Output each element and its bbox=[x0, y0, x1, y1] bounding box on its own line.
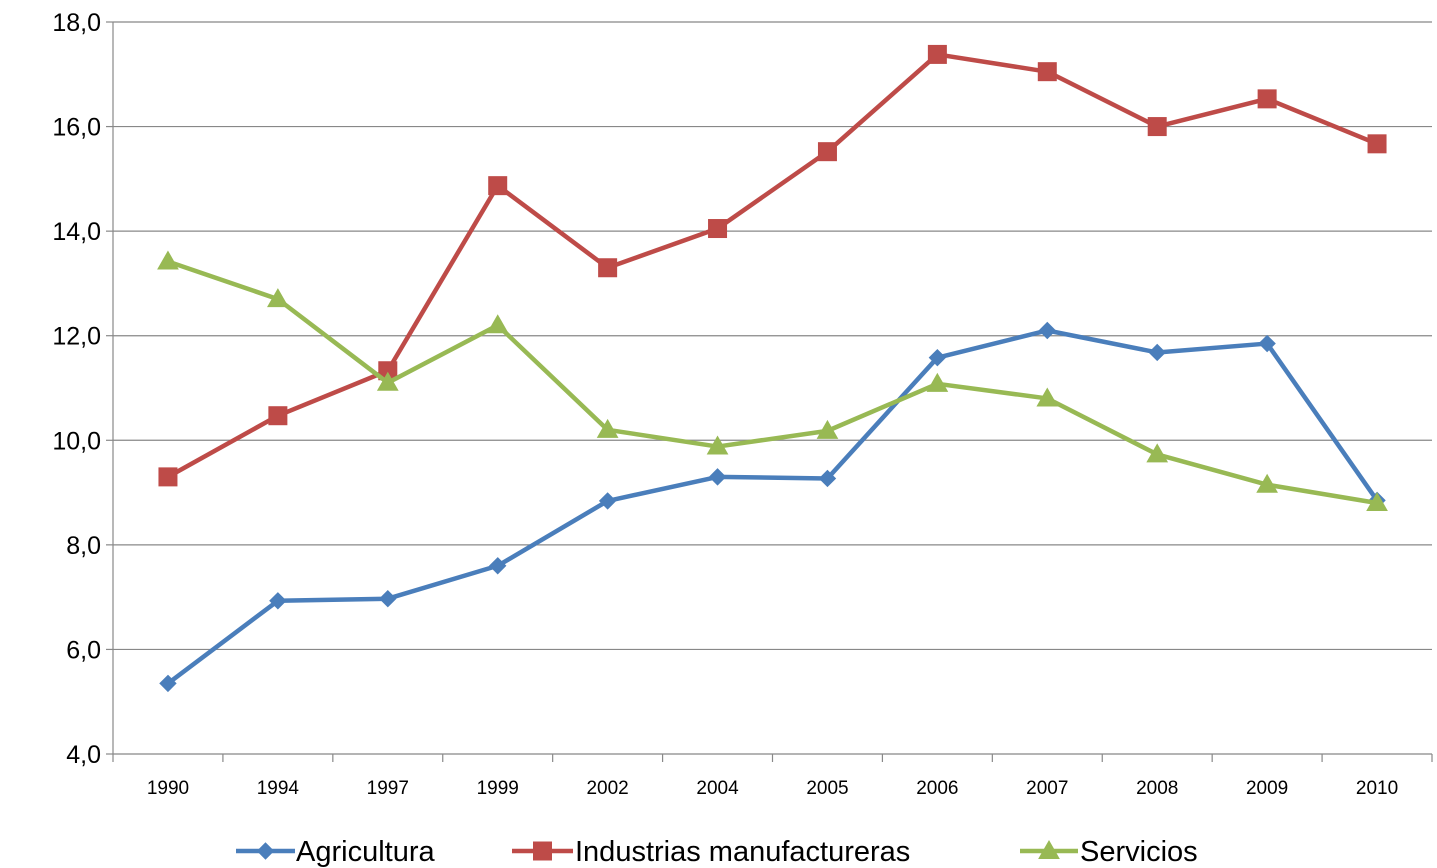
data-point-marker bbox=[708, 219, 728, 239]
data-point-marker bbox=[1148, 343, 1166, 362]
legend-item: Agricultura bbox=[236, 836, 435, 868]
data-point-marker bbox=[376, 371, 399, 391]
y-tick-label: 16,0 bbox=[52, 114, 101, 142]
data-point-marker bbox=[1256, 473, 1278, 493]
y-axis-tick-labels: 4,0 6,0 8,0 10,0 12,0 14,0 16,0 18,0 bbox=[52, 9, 101, 769]
data-point-marker bbox=[1367, 134, 1387, 154]
data-point-marker bbox=[269, 592, 287, 610]
data-point-marker bbox=[1036, 387, 1059, 407]
x-tick-label: 2009 bbox=[1246, 778, 1288, 799]
legend-item: Industrias manufactureras bbox=[512, 836, 910, 868]
data-point-marker bbox=[1038, 321, 1056, 340]
y-tick-label: 8,0 bbox=[66, 532, 101, 560]
x-tick-label: 2002 bbox=[586, 778, 628, 799]
legend-marker bbox=[533, 841, 552, 861]
data-point-marker bbox=[816, 419, 839, 439]
series-line bbox=[166, 328, 1379, 686]
data-point-marker bbox=[598, 258, 618, 278]
data-point-marker bbox=[1037, 62, 1057, 82]
y-tick-label: 18,0 bbox=[52, 9, 101, 37]
series-line bbox=[166, 52, 1378, 479]
y-tick-label: 10,0 bbox=[52, 427, 101, 455]
x-tick-label: 1994 bbox=[257, 778, 300, 799]
data-point-marker bbox=[1258, 334, 1276, 353]
x-tick-label: 2006 bbox=[916, 778, 958, 799]
axes bbox=[106, 21, 1433, 762]
data-point-marker bbox=[928, 348, 947, 367]
legend-marker bbox=[1038, 839, 1060, 859]
data-point-marker bbox=[1147, 117, 1167, 137]
data-point-marker bbox=[708, 468, 727, 486]
data-point-marker bbox=[1366, 492, 1388, 512]
x-tick-label: 2010 bbox=[1356, 778, 1398, 799]
y-tick-label: 12,0 bbox=[52, 323, 101, 351]
data-point-marker bbox=[158, 467, 178, 487]
data-point-marker bbox=[818, 469, 837, 488]
data-point-marker bbox=[268, 406, 288, 426]
x-axis-tick-labels: 1990 1994 1997 1999 2002 2004 2005 2006 2007 2008… bbox=[147, 778, 1398, 799]
data-point-marker bbox=[159, 674, 177, 693]
legend-label: Servicios bbox=[1080, 836, 1198, 868]
series-group bbox=[157, 44, 1388, 693]
data-point-marker bbox=[1146, 443, 1169, 463]
legend-marker bbox=[256, 842, 275, 860]
data-point-marker bbox=[488, 176, 508, 196]
x-tick-label: 2008 bbox=[1136, 778, 1178, 799]
data-point-marker bbox=[1257, 89, 1277, 109]
series-2 bbox=[157, 250, 1388, 512]
x-tick-label: 1997 bbox=[367, 778, 409, 799]
legend-label: Agricultura bbox=[296, 836, 435, 868]
data-point-marker bbox=[379, 590, 397, 608]
series-0 bbox=[159, 321, 1386, 693]
legend-label: Industrias manufactureras bbox=[575, 836, 910, 868]
data-point-marker bbox=[486, 314, 509, 334]
legend-item: Servicios bbox=[1020, 836, 1198, 868]
x-tick-label: 1990 bbox=[147, 778, 189, 799]
x-tick-label: 2004 bbox=[696, 778, 739, 799]
data-point-marker bbox=[157, 250, 179, 270]
y-tick-label: 6,0 bbox=[66, 636, 101, 664]
data-point-marker bbox=[598, 492, 617, 510]
x-tick-label: 2007 bbox=[1026, 778, 1068, 799]
data-point-marker bbox=[596, 418, 619, 438]
gridlines bbox=[113, 21, 1432, 651]
data-point-marker bbox=[267, 288, 289, 308]
data-point-marker bbox=[817, 142, 837, 162]
y-tick-label: 4,0 bbox=[66, 741, 101, 769]
x-tick-label: 1999 bbox=[477, 778, 519, 799]
y-tick-label: 14,0 bbox=[52, 218, 101, 246]
data-point-marker bbox=[706, 435, 729, 455]
legend: Agricultura Industrias manufactureras Serv… bbox=[236, 836, 1198, 868]
data-point-marker bbox=[489, 557, 507, 575]
data-point-marker bbox=[927, 44, 947, 64]
data-point-marker bbox=[926, 372, 949, 392]
series-line bbox=[167, 259, 1378, 506]
x-tick-label: 2005 bbox=[806, 778, 848, 799]
series-1 bbox=[158, 44, 1387, 487]
